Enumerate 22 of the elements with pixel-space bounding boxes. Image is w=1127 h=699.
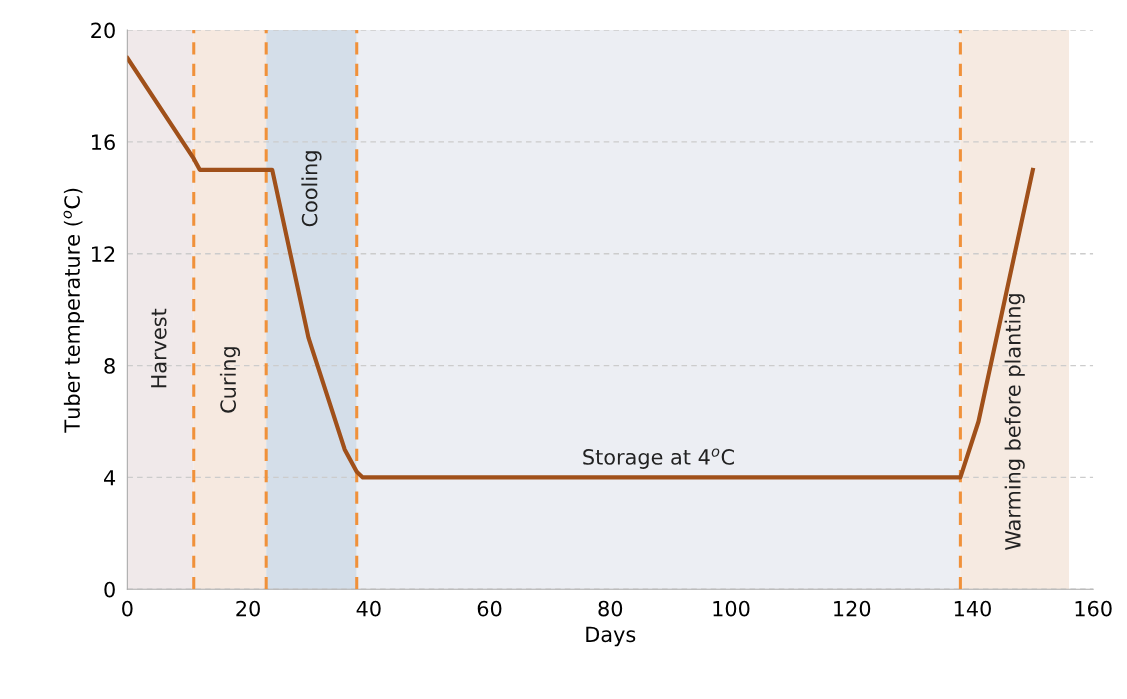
- x-tick-label: 20: [236, 600, 260, 617]
- x-tick-label: 100: [713, 600, 750, 617]
- band-label: Storage at 4$^{o}$C: [583, 448, 734, 469]
- x-axis-title: Days: [586, 626, 636, 647]
- band-label: Warming before planting: [1004, 294, 1025, 550]
- x-tick-label: 140: [954, 600, 991, 617]
- y-tick-label: 12: [92, 246, 115, 262]
- y-tick-label: 0: [104, 581, 115, 598]
- y-axis-title: Tuber temperature ($^{o}$C): [63, 188, 85, 433]
- x-tick-label: 120: [834, 600, 871, 617]
- x-tick-label: 0: [122, 600, 133, 617]
- y-tick-label: 20: [91, 22, 115, 39]
- x-tick-label: 80: [598, 600, 623, 617]
- band-label: Cooling: [301, 151, 322, 227]
- y-tick-label: 8: [104, 358, 115, 374]
- band-label: Curing: [219, 347, 241, 413]
- x-tick-label: 160: [1075, 600, 1112, 617]
- band-label: Harvest: [151, 308, 167, 388]
- x-tick-label: 40: [356, 600, 381, 617]
- y-tick-label: 16: [92, 134, 115, 151]
- y-tick-label: 4: [104, 470, 116, 486]
- x-tick-label: 60: [477, 600, 502, 617]
